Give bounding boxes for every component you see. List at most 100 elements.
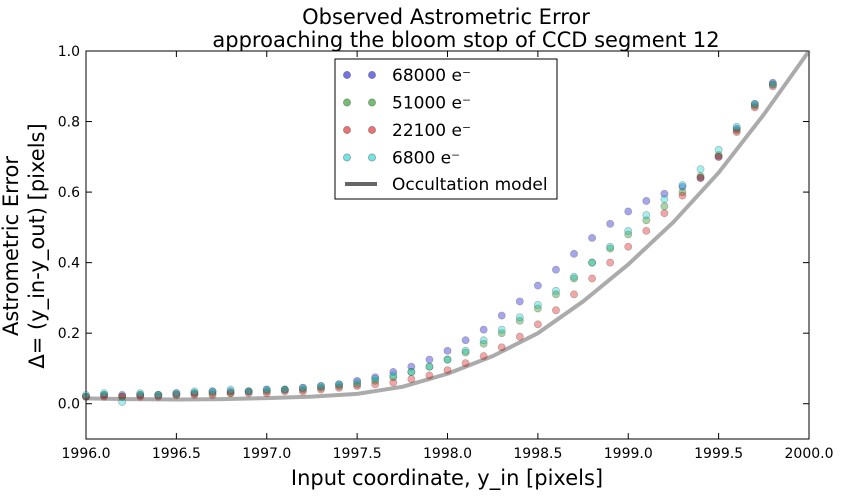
y-tick-label: 0.4 [58, 256, 80, 272]
data-point [642, 211, 651, 219]
data-point [172, 389, 181, 398]
data-point [100, 392, 109, 401]
data-point [82, 392, 90, 401]
data-point [298, 383, 307, 392]
points-layer [82, 78, 777, 406]
data-point [533, 304, 542, 313]
y-tick-label: 0.8 [58, 115, 80, 131]
data-point [642, 226, 651, 235]
y-tick-label: 0.2 [58, 326, 80, 342]
y-tick-label: 0.0 [58, 397, 80, 413]
data-point [208, 390, 217, 399]
x-tick-label: 1998.0 [423, 446, 472, 462]
data-point [154, 390, 163, 399]
data-point [732, 128, 741, 137]
data-point [190, 387, 199, 396]
x-tick-label: 1996.0 [62, 446, 111, 462]
data-point [606, 219, 615, 228]
data-point [479, 339, 488, 348]
data-point [696, 165, 705, 174]
data-point [624, 226, 633, 235]
data-point [714, 151, 723, 160]
data-point [389, 378, 398, 387]
data-point [136, 390, 145, 399]
data-point [588, 233, 597, 242]
data-point [371, 373, 380, 382]
x-tick-label: 1996.5 [152, 446, 201, 462]
data-point [660, 195, 669, 204]
y-tick-label: 0.6 [58, 185, 80, 201]
chart-title-line2: approaching the bloom stop of CCD segmen… [212, 28, 719, 52]
data-point [226, 389, 235, 398]
data-point [280, 385, 289, 394]
data-point [497, 329, 506, 338]
legend-marker [343, 71, 351, 79]
data-point [317, 385, 325, 394]
x-tick-label: 1997.0 [242, 446, 291, 462]
data-point [642, 196, 651, 205]
x-tick-label: 1998.5 [513, 446, 562, 462]
data-point [335, 380, 343, 389]
data-point [768, 80, 777, 89]
data-point [407, 368, 416, 376]
data-point [190, 389, 199, 398]
data-point [262, 389, 271, 398]
data-point [750, 101, 759, 110]
data-point [425, 371, 434, 380]
legend-marker [368, 153, 376, 162]
data-point [768, 82, 777, 91]
data-point [389, 373, 398, 382]
data-point [624, 207, 633, 216]
x-axis-label: Input coordinate, y_in [pixels] [291, 466, 603, 491]
data-point [353, 376, 362, 385]
data-point [750, 99, 759, 108]
data-point [317, 383, 325, 392]
data-point [588, 274, 597, 283]
data-point [389, 368, 398, 376]
data-point [353, 380, 362, 389]
data-point [172, 390, 181, 399]
data-point [298, 383, 307, 392]
legend-marker [343, 98, 351, 107]
data-point [371, 376, 380, 385]
data-point [732, 124, 741, 133]
data-point [750, 103, 759, 112]
data-point [479, 325, 488, 334]
data-point [443, 366, 452, 375]
data-point [714, 152, 723, 161]
data-point [552, 290, 560, 299]
data-point [226, 385, 235, 394]
data-point [732, 126, 741, 135]
data-point [533, 301, 542, 309]
data-point [696, 174, 705, 182]
series-0 [82, 78, 777, 401]
data-point [226, 387, 235, 396]
data-point [335, 383, 343, 392]
legend: 68000 e⁻ 51000 e⁻ 22100 e⁻ 6800 e⁻ Occultati… [334, 58, 558, 200]
legend-items: 68000 e⁻ 51000 e⁻ 22100 e⁻ 6800 e⁻ Occultati… [343, 66, 548, 195]
data-point [154, 390, 163, 399]
data-point [100, 390, 109, 399]
occultation-model-line [85, 49, 811, 402]
y-tick-labels: 0.0 0.2 0.4 0.6 0.8 1.0 [58, 44, 80, 413]
data-point [678, 181, 687, 189]
data-point [136, 389, 145, 398]
data-point [335, 382, 343, 391]
data-point [262, 387, 271, 396]
data-point [371, 375, 380, 383]
data-point [515, 316, 524, 325]
data-point [660, 202, 669, 211]
legend-label: 22100 e⁻ [392, 121, 471, 141]
data-point [461, 359, 470, 368]
data-point [118, 390, 127, 399]
data-point [425, 362, 434, 371]
data-point [660, 209, 669, 218]
data-point [479, 336, 488, 345]
data-point [714, 152, 723, 161]
data-point [443, 355, 452, 364]
data-point [768, 80, 777, 89]
data-point [443, 346, 452, 355]
legend-label: 51000 e⁻ [392, 94, 471, 114]
data-point [732, 122, 741, 131]
data-point [118, 392, 127, 401]
